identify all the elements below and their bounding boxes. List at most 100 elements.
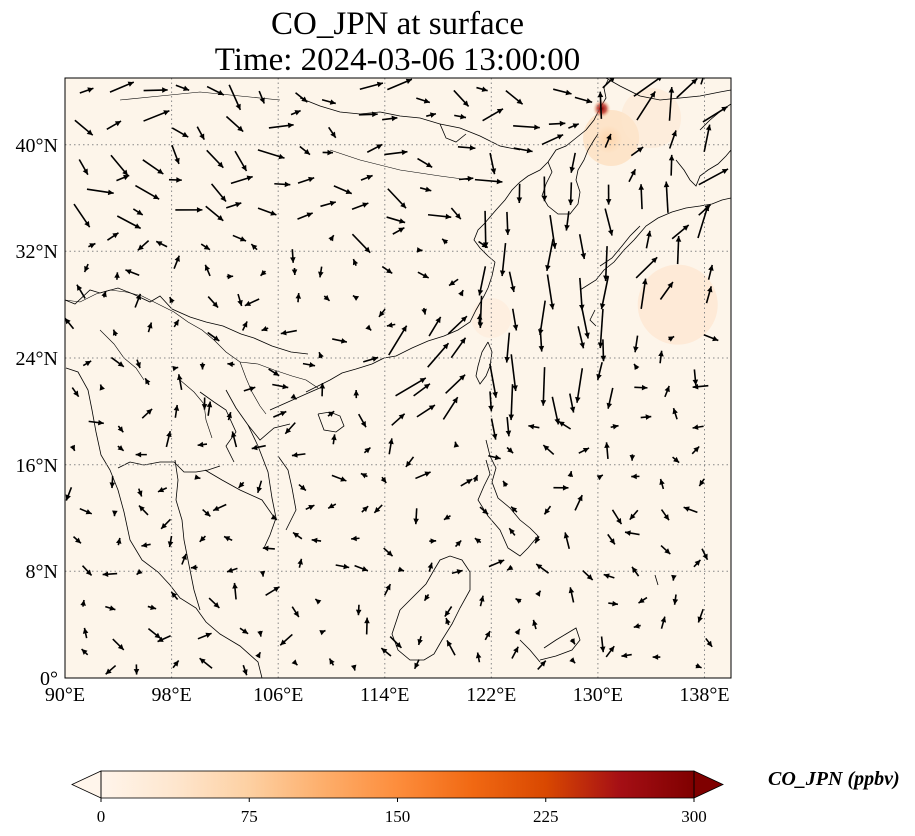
wind-arrow [173,255,181,270]
wind-arrow [444,606,453,617]
wind-arrow [273,410,287,418]
wind-arrow [504,332,511,363]
wind-arrow [546,274,555,310]
wind-arrow [577,326,585,349]
wind-arrow [691,445,700,455]
wind-arrow [415,471,431,480]
wind-arrow [297,212,313,220]
wind-arrow [568,587,575,603]
wind-arrow [610,424,619,430]
wind-arrow [366,143,383,153]
wind-arrow [328,126,337,139]
wind-arrow [138,504,149,516]
wind-arrow [291,452,306,458]
wind-arrow [172,660,180,669]
wind-arrow [605,645,615,658]
wind-arrow [361,505,369,513]
wind-arrow [256,480,263,494]
wind-arrow [633,363,640,371]
wind-arrow [543,505,552,515]
wind-arrow [318,351,324,359]
wind-arrow [262,545,275,552]
wind-arrow [448,278,459,287]
wind-arrow [65,487,73,501]
wind-arrow [196,126,205,141]
wind-arrow [484,630,491,641]
wind-arrow [223,535,233,542]
wind-arrow [226,567,238,573]
wind-arrow [488,391,494,412]
wind-arrow [199,362,206,370]
y-tick-label: 8°N [26,561,58,583]
wind-arrow [116,215,142,230]
wind-arrow [230,175,253,185]
wind-arrow [290,393,298,400]
wind-arrow [135,359,141,369]
wind-arrow [290,109,301,116]
wind-arrow [567,470,574,478]
wind-arrow [73,203,91,228]
wind-arrow [167,535,174,548]
wind-arrow [238,481,245,489]
wind-arrow [232,234,247,242]
wind-arrow [664,385,670,398]
wind-arrow [243,386,256,392]
wind-arrow [135,184,160,200]
wind-arrow [205,205,224,222]
wind-arrow [318,266,324,278]
wind-arrow [450,337,467,359]
wind-arrow [513,124,540,131]
wind-arrow [197,441,208,448]
wind-arrow [116,174,130,182]
wind-arrow [457,145,476,151]
wind-arrow [545,238,554,272]
wind-arrow [460,478,473,487]
y-tick-label: 32°N [16,241,58,263]
wind-arrow [382,115,398,122]
wind-arrow [388,438,394,455]
wind-arrow [157,634,171,643]
wind-arrow [171,144,180,165]
wind-arrow [165,430,172,448]
wind-arrow [454,113,467,120]
wind-arrow [175,84,190,91]
wind-arrow [442,396,459,420]
wind-arrow [578,447,590,454]
wind-arrow [232,582,238,600]
colorbar-gradient [101,771,694,798]
wind-arrow [488,559,505,568]
wind-arrow [621,652,632,659]
wind-arrow [505,89,524,105]
wind-arrow [569,657,576,664]
wind-arrow [676,78,698,99]
wind-arrow [597,91,604,119]
wind-arrow [147,322,153,333]
wind-arrow [78,159,89,176]
wind-arrow [175,207,203,213]
wind-arrow [137,240,150,251]
wind-arrow [169,296,175,304]
wind-arrow [611,509,623,525]
wind-arrow [112,638,125,651]
y-axis: 0° 8°N 16°N 24°N 32°N 40°N [16,135,58,690]
wind-arrow [199,657,213,669]
wind-arrow [636,91,656,121]
wind-arrow [82,360,92,367]
wind-arrow [358,111,378,118]
wind-arrow [76,284,86,299]
x-tick-label: 106°E [253,684,303,706]
wind-arrow [364,617,370,635]
wind-arrow [604,442,610,460]
wind-arrow [477,266,487,296]
wind-arrow [578,234,587,260]
wind-arrow [534,536,541,544]
colorbar-tick-label: 75 [241,807,258,826]
wind-arrow [551,396,560,425]
wind-arrow [603,573,615,579]
wind-arrow [488,454,501,461]
wind-arrow [479,595,485,607]
wind-arrow [323,295,331,302]
wind-arrow [237,293,243,307]
wind-arrow [168,177,182,183]
